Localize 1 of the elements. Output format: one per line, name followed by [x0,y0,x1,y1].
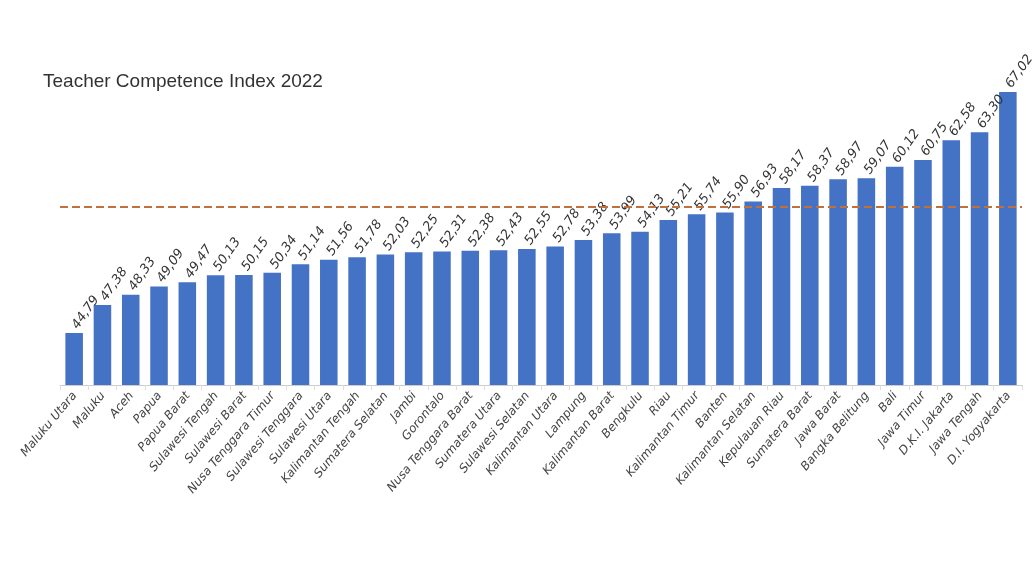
chart-title: Teacher Competence Index 2022 [43,70,323,91]
